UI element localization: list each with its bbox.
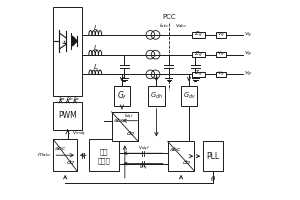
- Text: $I_{dq}$: $I_{dq}$: [140, 162, 148, 173]
- Text: $S_a$: $S_a$: [58, 95, 67, 103]
- Text: $v_g$: $v_g$: [217, 70, 225, 79]
- Text: $i_{dqr}$: $i_{dqr}$: [124, 112, 134, 122]
- Text: $v_g$: $v_g$: [244, 70, 252, 79]
- Text: $Z_g$: $Z_g$: [194, 69, 202, 79]
- Bar: [192, 32, 205, 38]
- Bar: [216, 32, 226, 38]
- Text: $v_g$: $v_g$: [244, 30, 252, 40]
- Text: 电流: 电流: [100, 148, 108, 155]
- Bar: [53, 7, 82, 96]
- Bar: [192, 52, 205, 57]
- Text: PCC: PCC: [162, 14, 175, 20]
- Text: dq: dq: [66, 160, 74, 165]
- Text: $Z_g$: $Z_g$: [194, 30, 202, 40]
- Text: L: L: [93, 64, 97, 70]
- Text: PWM: PWM: [58, 111, 77, 120]
- Bar: [168, 141, 194, 171]
- Bar: [53, 139, 77, 171]
- Text: $Z_g$: $Z_g$: [194, 50, 202, 60]
- Text: $G_f$: $G_f$: [117, 90, 127, 102]
- Bar: [181, 86, 197, 106]
- Text: $v_{dqf}$: $v_{dqf}$: [138, 145, 150, 154]
- Text: $\theta$: $\theta$: [210, 174, 216, 183]
- Text: $v_g$: $v_g$: [217, 50, 225, 59]
- Text: dq: dq: [183, 160, 191, 165]
- Text: $v_{abc}$: $v_{abc}$: [175, 22, 188, 30]
- Text: $G_{dv}$: $G_{dv}$: [182, 91, 195, 101]
- Text: $m_{abc}$: $m_{abc}$: [37, 151, 52, 159]
- Bar: [112, 112, 138, 141]
- Text: $v_{mdq}$: $v_{mdq}$: [73, 130, 86, 139]
- Bar: [113, 86, 130, 106]
- Bar: [216, 52, 226, 57]
- Text: dq: dq: [127, 131, 135, 136]
- Text: $S_b$: $S_b$: [66, 95, 74, 103]
- Bar: [216, 72, 226, 77]
- Bar: [203, 141, 223, 171]
- Text: $S_c$: $S_c$: [73, 95, 81, 103]
- Text: 控制器: 控制器: [98, 158, 110, 164]
- Text: $G_{dh}$: $G_{dh}$: [150, 91, 163, 101]
- Text: L: L: [93, 45, 97, 51]
- Text: L: L: [93, 25, 97, 31]
- Text: $i_{abc}$: $i_{abc}$: [159, 22, 170, 30]
- Polygon shape: [72, 36, 77, 46]
- Bar: [192, 72, 205, 77]
- Bar: [53, 102, 82, 130]
- Text: PLL: PLL: [206, 152, 220, 161]
- Text: $v_g$: $v_g$: [244, 50, 252, 59]
- Bar: [89, 139, 119, 171]
- Text: abc: abc: [54, 146, 66, 151]
- Text: $v_g$: $v_g$: [217, 30, 225, 40]
- Text: abc: abc: [113, 118, 124, 123]
- Bar: [148, 86, 165, 106]
- Text: abc: abc: [169, 147, 181, 152]
